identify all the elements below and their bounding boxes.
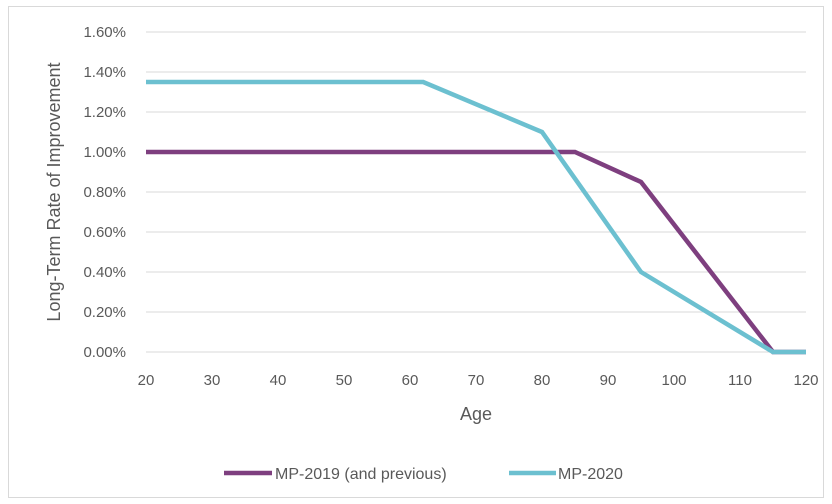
x-axis-ticks: 20 30 40 50 60 70 80 90 100 110 120	[138, 372, 819, 389]
y-tick-label: 1.00%	[83, 144, 126, 161]
y-axis-title: Long-Term Rate of Improvement	[44, 62, 64, 321]
series-lines	[146, 79, 806, 355]
y-tick-label: 1.20%	[83, 104, 126, 121]
series-line-mp-2019	[146, 149, 806, 355]
y-tick-label: 0.60%	[83, 224, 126, 241]
x-axis-title: Age	[460, 404, 492, 424]
x-tick-label: 80	[534, 372, 551, 389]
y-tick-label: 0.80%	[83, 184, 126, 201]
x-tick-label: 70	[468, 372, 485, 389]
series-line-mp-2020	[146, 79, 806, 355]
x-tick-label: 100	[661, 372, 686, 389]
x-tick-label: 20	[138, 372, 155, 389]
y-tick-label: 0.40%	[83, 264, 126, 281]
x-tick-label: 30	[204, 372, 221, 389]
x-tick-label: 120	[793, 372, 818, 389]
y-axis-ticks: 0.00% 0.20% 0.40% 0.60% 0.80% 1.00% 1.20% 1.40%…	[83, 24, 126, 361]
y-tick-label: 0.00%	[83, 344, 126, 361]
y-tick-label: 0.20%	[83, 304, 126, 321]
x-tick-label: 110	[728, 372, 752, 389]
y-tick-label: 1.60%	[83, 24, 126, 41]
legend-label: MP-2019 (and previous)	[275, 466, 447, 483]
x-tick-label: 50	[336, 372, 353, 389]
legend-label: MP-2020	[558, 466, 623, 483]
y-tick-label: 1.40%	[83, 64, 126, 81]
x-tick-label: 60	[402, 372, 419, 389]
x-tick-label: 40	[270, 372, 287, 389]
x-tick-label: 90	[600, 372, 617, 389]
chart-frame	[8, 6, 824, 498]
legend: MP-2019 (and previous) MP-2020	[224, 466, 623, 483]
